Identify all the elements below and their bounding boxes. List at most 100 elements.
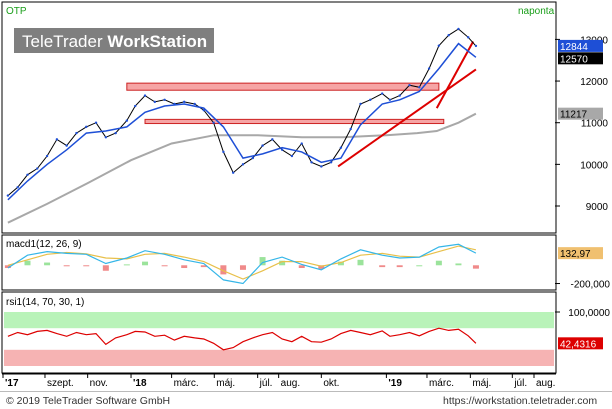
price-ytick-label: 12000 <box>580 77 608 88</box>
last-close-label: 12844 <box>560 42 588 53</box>
last-short-ma-label: 12570 <box>560 54 588 65</box>
price-point <box>231 171 235 174</box>
price-point <box>320 165 323 168</box>
macd-histogram-bar <box>396 265 403 268</box>
price-point <box>114 131 117 135</box>
macd-histogram-bar <box>279 260 286 266</box>
price-layer: 900010000110001200013000128441257011217 <box>6 27 609 224</box>
macd-histogram-bar <box>472 265 479 269</box>
trend-line-1 <box>337 68 477 168</box>
macd-histogram-bar <box>44 262 51 266</box>
macd-histogram-bar <box>220 265 227 275</box>
price-point <box>85 125 88 129</box>
watermark-text-part2: WorkStation <box>107 32 207 51</box>
price-point <box>163 98 166 101</box>
last-close-label-bg <box>558 39 603 52</box>
price-point <box>380 92 384 95</box>
watermark-text: TeleTrader WorkStation <box>22 32 207 51</box>
price-point <box>143 94 147 97</box>
price-point <box>222 150 225 154</box>
x-axis-label: okt. <box>323 378 339 389</box>
price-point <box>94 121 98 124</box>
macd-histogram-bar <box>4 265 11 269</box>
price-ytick-label: 9000 <box>586 202 609 213</box>
price-point <box>280 148 284 151</box>
price-point <box>427 67 431 70</box>
rsi-last-value-label-bg <box>558 337 603 350</box>
price-point <box>183 100 186 104</box>
macd-histogram-bar <box>337 261 344 266</box>
watermark: TeleTrader WorkStation <box>14 28 214 53</box>
macd-histogram-bar <box>318 265 325 269</box>
price-point <box>75 131 78 135</box>
rsi-ytick-label: 100,0000 <box>568 308 610 319</box>
price-point <box>388 98 392 101</box>
macd-histogram-bar <box>83 265 90 267</box>
x-axis-label: márc. <box>174 378 199 389</box>
resistance-zone-2 <box>144 118 445 125</box>
x-axis-label: máj. <box>472 378 491 389</box>
price-point <box>45 154 49 158</box>
long-ma-line <box>7 112 477 224</box>
macd-histogram-bar <box>63 265 70 267</box>
rsi-last-value-label: 42,4316 <box>560 339 597 350</box>
x-axis-label: júl. <box>259 378 273 389</box>
macd-histogram-bar <box>142 261 149 266</box>
price-point <box>55 138 59 141</box>
macd-title: macd1(12, 26, 9) <box>6 239 82 250</box>
rsi-line <box>7 327 477 351</box>
price-point <box>329 161 333 164</box>
price-point <box>6 194 10 197</box>
price-point <box>408 84 411 87</box>
price-point <box>65 144 68 147</box>
macd-histogram-bar <box>416 265 423 267</box>
price-point <box>447 34 450 37</box>
rsi-layer: 100,0000 42,4316 <box>7 308 610 351</box>
price-point <box>290 154 294 158</box>
price-point <box>398 94 401 97</box>
price-point <box>134 104 137 108</box>
price-point <box>437 44 441 47</box>
macd-ytick-label: -200,000 <box>571 280 611 291</box>
rsi-title: rsi1(14, 70, 30, 1) <box>6 297 84 308</box>
macd-histogram-bar <box>24 260 31 266</box>
price-ytick-label: 11000 <box>581 119 609 130</box>
x-axis-label: '18 <box>133 378 147 389</box>
price-point <box>202 109 205 112</box>
trend-line-2 <box>435 41 475 109</box>
x-axis-label: máj. <box>216 378 235 389</box>
macd-histogram-bar <box>181 265 188 269</box>
interval-label: naponta <box>518 6 555 17</box>
price-point <box>251 156 254 160</box>
price-point <box>193 102 196 106</box>
macd-histogram-bar <box>435 260 442 266</box>
price-point <box>173 102 176 106</box>
price-point <box>241 163 245 166</box>
macd-histogram-bar <box>455 263 462 266</box>
macd-histogram-bar <box>123 264 130 266</box>
x-axis-label: szept. <box>47 378 74 389</box>
macd-last-value-label: 132,97 <box>560 249 591 260</box>
last-long-ma-label: 11217 <box>560 110 588 121</box>
x-axis-label: júl. <box>513 378 527 389</box>
price-point <box>212 121 215 124</box>
macd-histogram-bar <box>357 259 364 266</box>
resistance-zone-1 <box>126 82 440 91</box>
macd-layer: -200,000 132,97 <box>4 243 611 291</box>
price-point <box>16 186 19 189</box>
macd-histogram-bar <box>102 265 109 271</box>
price-point <box>153 100 157 104</box>
price-point <box>418 86 421 89</box>
macd-histogram-bar <box>379 265 386 268</box>
price-point <box>271 138 274 141</box>
price-point <box>474 44 478 48</box>
price-point <box>359 102 362 106</box>
macd-last-value-label-bg <box>558 247 603 260</box>
price-point <box>457 27 460 31</box>
price-point <box>310 161 313 164</box>
x-axis-label: '19 <box>388 378 402 389</box>
footer-url[interactable]: https://workstation.teletrader.com <box>443 395 597 407</box>
price-point <box>349 127 352 131</box>
price-point <box>26 173 29 176</box>
